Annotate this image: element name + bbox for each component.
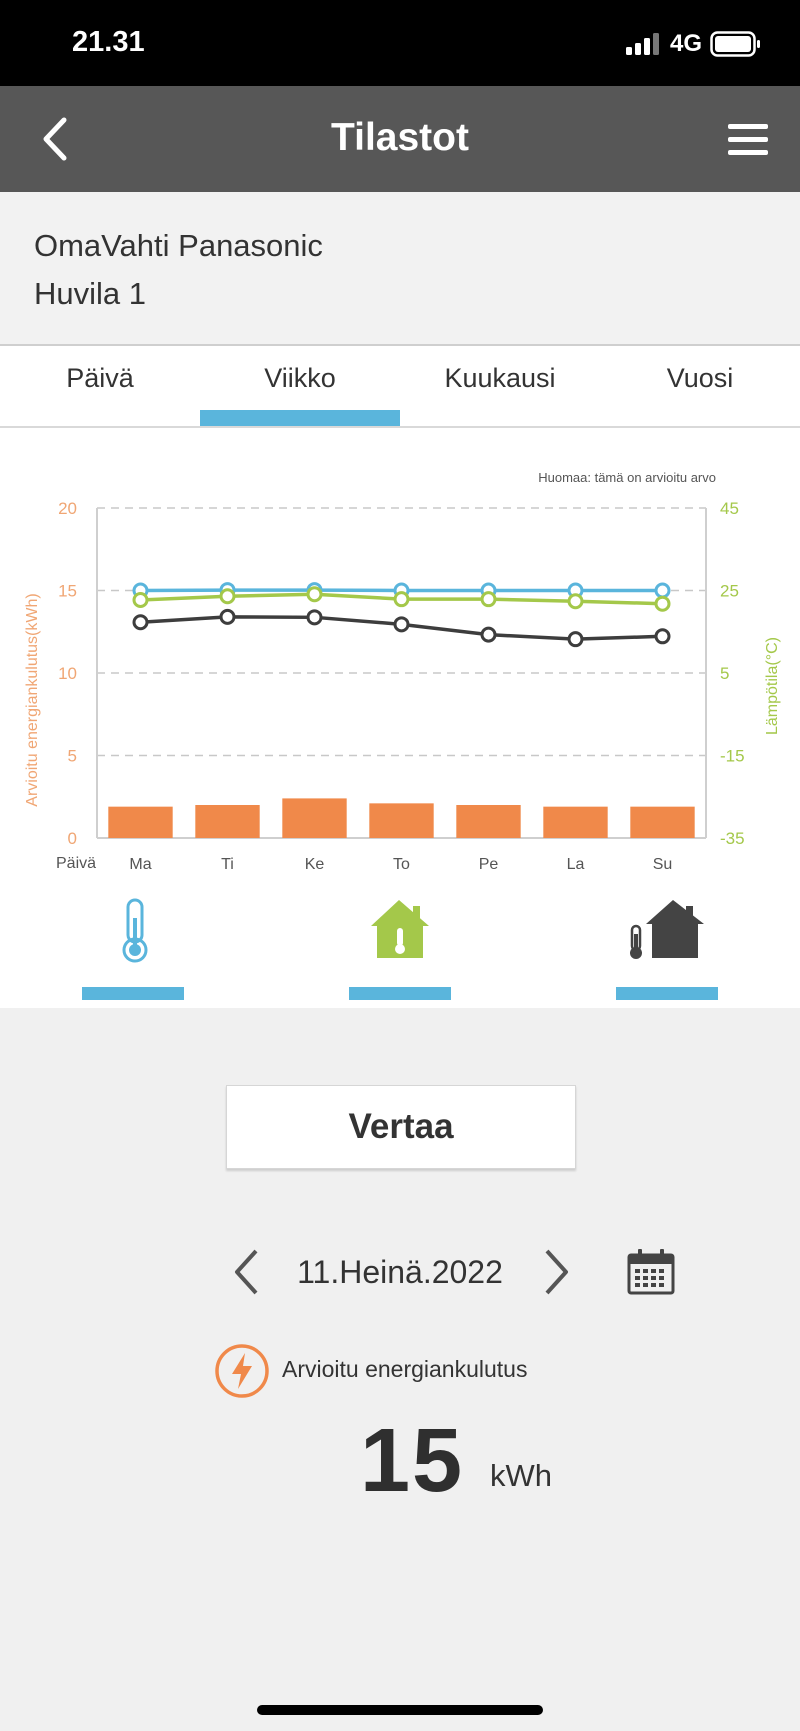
y-axis-label-right: Lämpötila(°C) xyxy=(764,637,781,735)
device-name: OmaVahti Panasonic xyxy=(34,228,323,263)
outdoor-indoor-temperature-toggle[interactable] xyxy=(616,888,720,1000)
next-week-button[interactable] xyxy=(541,1248,571,1296)
y-tick-label-left: 10 xyxy=(58,664,77,683)
signal-icon xyxy=(625,33,659,55)
y-tick-label-right: -35 xyxy=(720,829,745,848)
calendar-icon xyxy=(627,1249,675,1295)
x-tick-label: Ke xyxy=(305,856,325,873)
energy-bar xyxy=(543,806,608,838)
y-tick-label-right: 45 xyxy=(720,499,739,518)
tab-label: Vuosi xyxy=(666,363,734,393)
x-tick-label: La xyxy=(567,856,585,873)
page-title: Tilastot xyxy=(331,116,469,159)
tab-label: Viikko xyxy=(264,363,336,393)
back-button[interactable] xyxy=(34,114,78,164)
temperature-point xyxy=(132,591,149,608)
x-tick-label: Ti xyxy=(221,856,234,873)
lightning-icon xyxy=(215,1344,269,1398)
home-indicator[interactable] xyxy=(257,1705,543,1715)
chevron-left-icon xyxy=(43,117,67,161)
tab-week[interactable]: Viikko xyxy=(200,346,400,426)
y-tick-label-right: -15 xyxy=(720,747,745,766)
energy-bar xyxy=(282,798,347,838)
tab-day[interactable]: Päivä xyxy=(0,346,200,426)
previous-week-button[interactable] xyxy=(232,1248,262,1296)
app-header: Tilastot xyxy=(0,86,800,192)
temperature-point xyxy=(393,616,410,633)
tab-year[interactable]: Vuosi xyxy=(600,346,800,426)
indoor-temperature-toggle[interactable] xyxy=(349,888,453,1000)
network-type: 4G xyxy=(669,30,702,57)
temperature-point xyxy=(219,608,236,625)
chevron-left-icon xyxy=(235,1249,258,1295)
energy-value: 15 xyxy=(360,1411,465,1511)
energy-label: Arvioitu energiankulutus xyxy=(282,1356,528,1382)
menu-button[interactable] xyxy=(726,120,770,160)
status-indicators: 4G xyxy=(625,30,762,58)
status-time: 21.31 xyxy=(72,26,145,58)
temperature-point xyxy=(219,588,236,605)
outdoor-indoor-temperature-icon xyxy=(630,900,704,959)
chart-note: Huomaa: tämä on arvioitu arvo xyxy=(538,470,716,485)
temperature-point xyxy=(480,591,497,608)
temperature-point xyxy=(480,626,497,643)
temperature-point xyxy=(654,595,671,612)
outdoor-temperature-toggle[interactable] xyxy=(82,888,186,1000)
compare-button[interactable]: Vertaa xyxy=(226,1085,576,1169)
chart-panel: Huomaa: tämä on arvioitu arvo 0 5 10 15 20 -3… xyxy=(0,428,800,1008)
energy-bar xyxy=(456,805,521,838)
device-info: OmaVahti Panasonic Huvila 1 xyxy=(0,192,800,346)
y-tick-label-left: 20 xyxy=(58,499,77,518)
period-tabs: Päivä Viikko Kuukausi Vuosi xyxy=(0,346,800,428)
x-tick-label: To xyxy=(393,856,410,873)
temperature-point xyxy=(654,582,671,599)
tab-month[interactable]: Kuukausi xyxy=(400,346,600,426)
chevron-right-icon xyxy=(545,1249,568,1295)
temperature-point xyxy=(567,631,584,648)
x-tick-label: Su xyxy=(653,856,673,873)
temperature-point xyxy=(306,609,323,626)
y-tick-label-right: 25 xyxy=(720,582,739,601)
device-location: Huvila 1 xyxy=(34,276,146,311)
temperature-point xyxy=(132,614,149,631)
temperature-point xyxy=(567,593,584,610)
energy-unit: kWh xyxy=(490,1458,552,1493)
view-toggle-indicator xyxy=(616,987,718,1000)
x-axis-title: Päivä xyxy=(56,855,96,872)
view-toggle-indicator xyxy=(82,987,184,1000)
battery-icon xyxy=(710,31,760,57)
indoor-temperature-icon xyxy=(371,900,429,958)
calendar-button[interactable] xyxy=(626,1247,676,1297)
x-tick-label: Ma xyxy=(129,856,151,873)
energy-bar xyxy=(630,806,695,838)
y-tick-label-left: 5 xyxy=(68,747,77,766)
temperature-point xyxy=(306,586,323,603)
energy-bar xyxy=(108,806,173,838)
y-axis-label-left: Arvioitu energiankulutus(kWh) xyxy=(24,593,41,806)
current-date: 11.Heinä.2022 xyxy=(297,1254,503,1290)
tab-label: Kuukausi xyxy=(444,363,556,393)
hamburger-menu-icon xyxy=(728,124,768,155)
temperature-point xyxy=(393,591,410,608)
temperature-point xyxy=(654,628,671,645)
energy-bar xyxy=(195,805,260,838)
view-toggle-indicator xyxy=(349,987,451,1000)
y-tick-label-right: 5 xyxy=(720,664,729,683)
x-tick-label: Pe xyxy=(479,856,499,873)
energy-temperature-chart: Huomaa: tämä on arvioitu arvo 0 5 10 15 20 -3… xyxy=(24,470,781,873)
tab-label: Päivä xyxy=(66,363,134,393)
y-tick-label-left: 15 xyxy=(58,582,77,601)
active-tab-indicator xyxy=(200,410,400,426)
status-bar: 21.31 4G xyxy=(0,0,800,86)
y-tick-label-left: 0 xyxy=(68,829,77,848)
outdoor-thermometer-icon xyxy=(122,898,148,963)
energy-bar xyxy=(369,803,434,838)
